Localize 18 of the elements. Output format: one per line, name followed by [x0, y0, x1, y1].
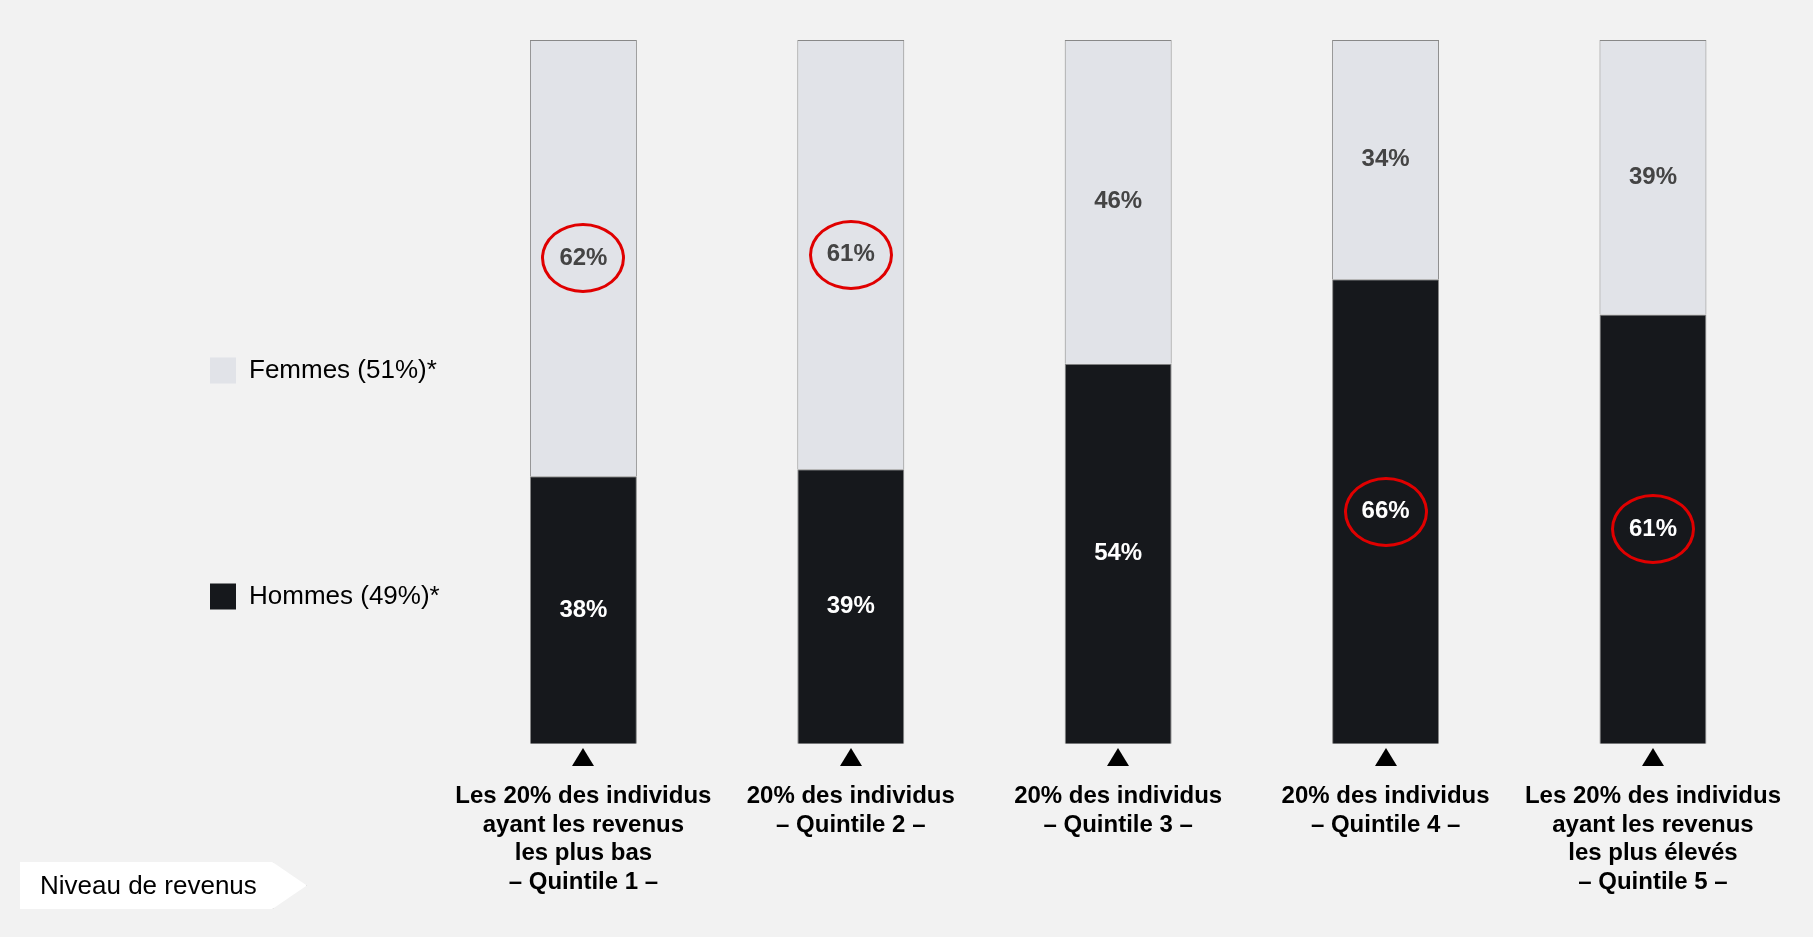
data-label: 54%: [1094, 538, 1143, 566]
x-tick-label: Les 20% des individus ayant les revenus les plus élevés – Quintile 5 –: [1524, 780, 1781, 895]
data-label: 46%: [1094, 186, 1143, 214]
legend-label: Hommes (49%)*: [249, 579, 440, 610]
text: Niveau de revenus: [20, 862, 307, 909]
data-label: 61%: [826, 239, 875, 267]
x-tick-label: Les 20% des individus ayant les revenus les plus bas – Quintile 1 –: [455, 780, 712, 895]
data-label: 38%: [559, 594, 608, 622]
data-label: 39%: [1628, 161, 1677, 189]
data-label: 62%: [559, 242, 608, 270]
data-label: 34%: [1361, 144, 1410, 172]
data-label: 66%: [1361, 496, 1410, 524]
x-tick-label: 20% des individus – Quintile 2 –: [746, 780, 955, 837]
x-tick-label: 20% des individus – Quintile 3 –: [1014, 780, 1223, 837]
x-tick-label: 20% des individus – Quintile 4 –: [1281, 780, 1490, 837]
data-label: 39%: [826, 591, 875, 619]
legend-label: Femmes (51%)*: [249, 353, 437, 384]
data-label: 61%: [1628, 513, 1677, 541]
